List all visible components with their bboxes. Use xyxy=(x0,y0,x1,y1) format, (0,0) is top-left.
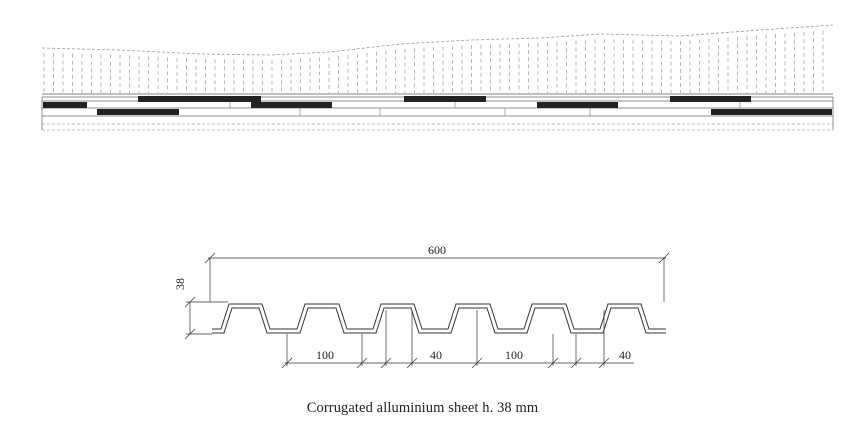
profile-inner-line xyxy=(212,307,666,334)
dimension-overall-width: 600 xyxy=(428,243,446,257)
dashed-rib-lines xyxy=(43,30,824,93)
figure-caption: Corrugated alluminium sheet h. 38 mm xyxy=(306,400,539,416)
wavy-roof-line xyxy=(41,24,834,56)
profile-outer-line xyxy=(212,303,666,330)
dimension-lines xyxy=(184,252,670,369)
black-segment xyxy=(97,109,179,115)
dimension-crest-width-2: 40 xyxy=(619,348,631,362)
black-segment xyxy=(711,109,832,115)
dimension-height: 38 xyxy=(173,278,187,290)
dimension-valley-width-1: 100 xyxy=(316,348,334,362)
dimension-crest-width-1: 40 xyxy=(430,348,442,362)
corrugated-profile-section xyxy=(212,303,666,334)
black-segment xyxy=(251,102,332,108)
black-segment xyxy=(670,96,751,102)
ribbed-wall-elevation xyxy=(41,24,834,95)
black-segment xyxy=(404,96,486,102)
black-segment xyxy=(138,96,261,102)
black-segment xyxy=(43,102,87,108)
dimension-valley-width-2: 100 xyxy=(505,348,523,362)
staggered-strip xyxy=(41,96,834,131)
black-segment xyxy=(537,102,618,108)
